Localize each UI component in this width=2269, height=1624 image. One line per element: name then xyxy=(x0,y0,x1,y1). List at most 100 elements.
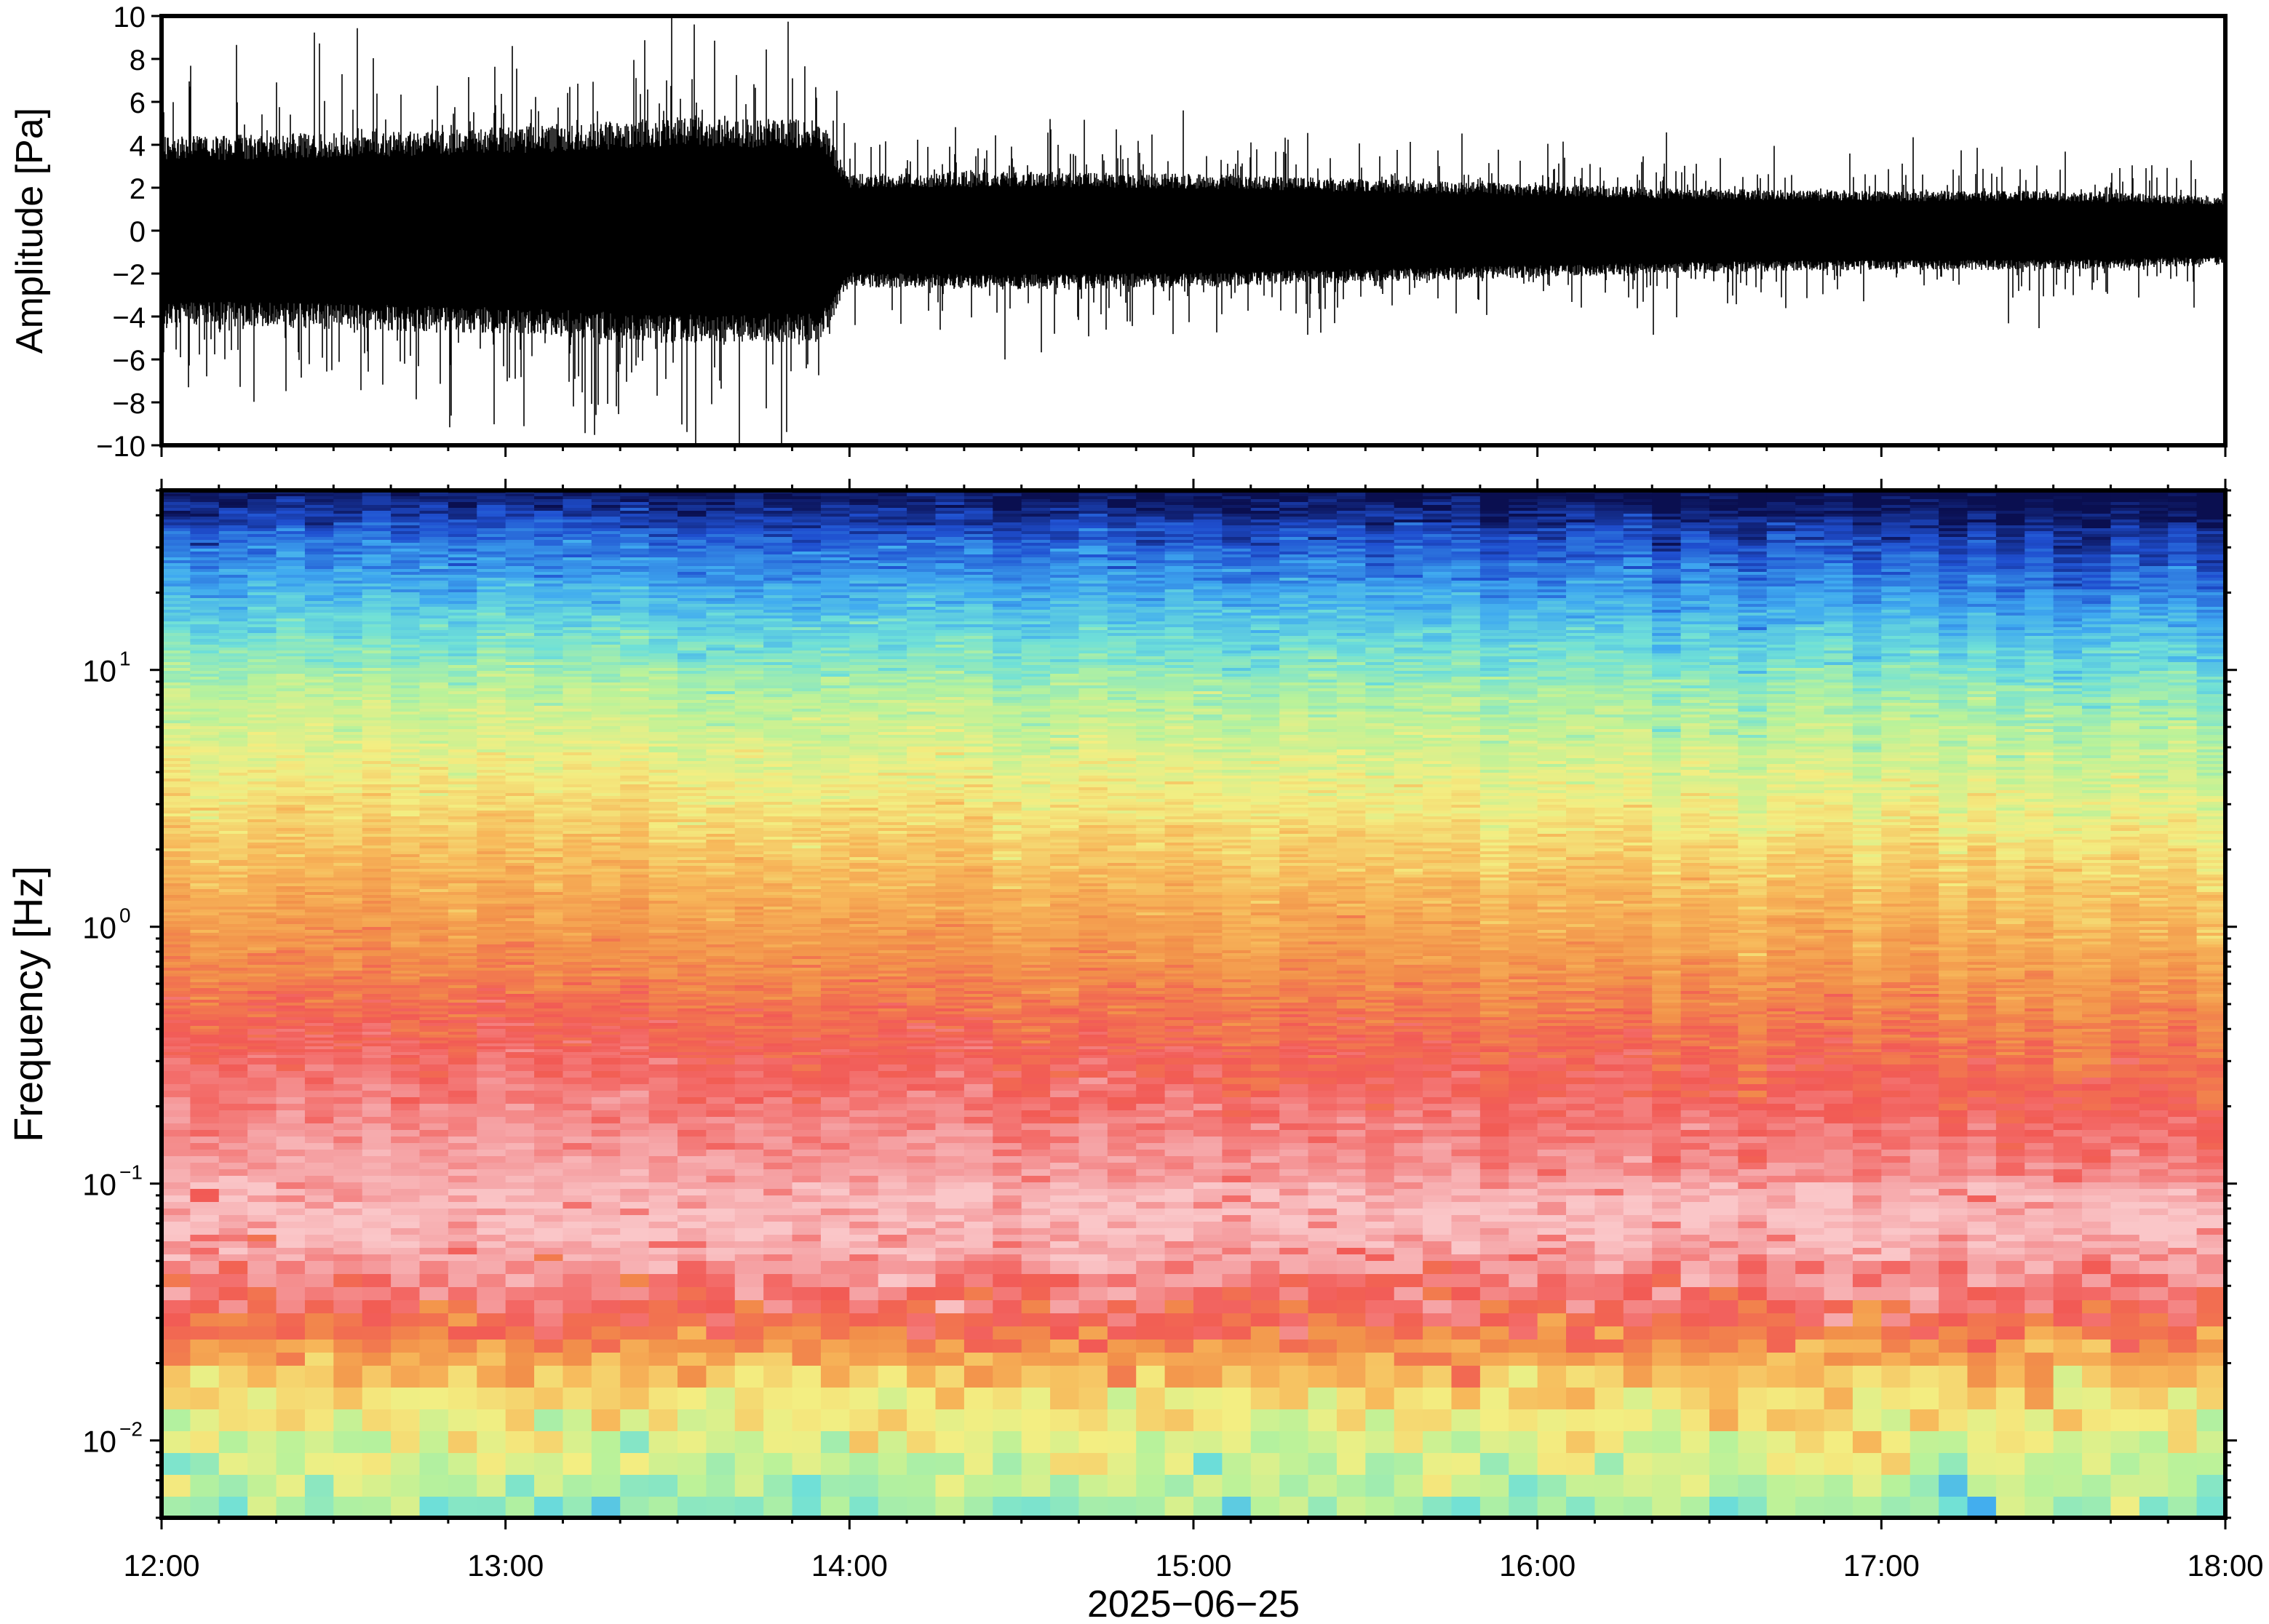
spectrogram-cell xyxy=(190,834,220,837)
spectrogram-cell xyxy=(448,709,477,712)
spectrogram-cell xyxy=(620,1104,650,1111)
spectrogram-cell xyxy=(333,744,363,747)
spectrogram-cell xyxy=(706,863,736,867)
spectrogram-cell xyxy=(477,1058,506,1065)
spectrogram-cell xyxy=(162,656,191,660)
spectrogram-cell xyxy=(247,854,277,858)
spectrogram-cell xyxy=(677,624,707,628)
spectrogram-cell xyxy=(333,822,363,826)
spectrogram-cell xyxy=(648,895,678,899)
spectrogram-cell xyxy=(648,1202,678,1209)
spectrogram-cell xyxy=(276,822,306,826)
spectrogram-cell xyxy=(648,1003,678,1006)
spectrogram-cell xyxy=(362,799,392,803)
spectrogram-cell xyxy=(677,581,707,584)
spectrogram-cell xyxy=(448,1195,477,1203)
spectrogram-cell xyxy=(419,1078,449,1085)
spectrogram-cell xyxy=(477,729,506,733)
spectrogram-cell xyxy=(162,639,191,642)
spectrogram-cell xyxy=(505,779,535,782)
spectrogram-cell xyxy=(563,1078,592,1085)
spectrogram-cell xyxy=(534,1261,564,1275)
spectrogram-cell xyxy=(563,799,592,803)
spectrogram-cell xyxy=(734,773,764,776)
spectrogram-cell xyxy=(706,604,736,608)
spectrogram-cell xyxy=(276,770,306,773)
spectrogram-cell xyxy=(677,805,707,808)
spectrogram-cell xyxy=(591,656,621,660)
spectrogram-cell xyxy=(362,645,392,648)
spectrogram-cell xyxy=(333,1023,363,1027)
spectrogram-cell xyxy=(448,1000,477,1003)
spectrogram-cell xyxy=(391,618,421,622)
spectrogram-cell xyxy=(190,621,220,625)
spectrogram-cell xyxy=(677,755,707,759)
spectrogram-cell xyxy=(304,712,334,715)
spectrogram-cell xyxy=(677,738,707,741)
spectrogram-cell xyxy=(677,1497,707,1518)
spectrogram-cell xyxy=(563,907,592,910)
spectrogram-cell xyxy=(419,528,449,532)
spectrogram-cell xyxy=(534,642,564,645)
spectrogram-cell xyxy=(563,974,592,977)
spectrogram-cell xyxy=(448,1123,477,1131)
spectrogram-cell xyxy=(333,770,363,773)
spectrogram-cell xyxy=(333,586,363,590)
spectrogram-cell xyxy=(591,1169,621,1177)
spectrogram-cell xyxy=(505,819,535,823)
spectrogram-cell xyxy=(620,787,650,791)
spectrogram-cell xyxy=(419,642,449,645)
spectrogram-cell xyxy=(505,502,535,506)
spectrogram-cell xyxy=(677,621,707,625)
spectrogram-cell xyxy=(734,563,764,567)
spectrogram-cell xyxy=(563,752,592,756)
spectrogram-cell xyxy=(477,828,506,832)
spectrogram-cell xyxy=(362,1228,392,1235)
spectrogram-cell xyxy=(190,1137,220,1144)
spectrogram-cell xyxy=(247,1123,277,1131)
spectrogram-cell xyxy=(304,953,334,957)
spectrogram-cell xyxy=(162,816,191,820)
spectrogram-cell xyxy=(247,645,277,648)
spectrogram-cell xyxy=(534,997,564,1000)
spectrogram-cell xyxy=(591,965,621,968)
spectrogram-cell xyxy=(505,781,535,785)
spectrogram-cell xyxy=(677,991,707,995)
spectrogram-cell xyxy=(591,749,621,753)
spectrogram-cell xyxy=(648,854,678,858)
spectrogram-cell xyxy=(563,1261,592,1275)
spectrogram-cell xyxy=(591,549,621,552)
spectrogram-cell xyxy=(505,581,535,584)
spectrogram-cell xyxy=(304,837,334,840)
spectrogram-cell xyxy=(591,668,621,672)
spectrogram-cell xyxy=(534,825,564,829)
spectrogram-cell xyxy=(162,1097,191,1104)
spectrogram-cell xyxy=(477,805,506,808)
spectrogram-cell xyxy=(391,642,421,645)
spectrogram-cell xyxy=(419,944,449,948)
spectrogram-cell xyxy=(706,656,736,660)
spectrogram-cell xyxy=(591,595,621,599)
spectrogram-cell xyxy=(333,1123,363,1131)
spectrogram-cell xyxy=(505,1353,535,1366)
spectrogram-cell xyxy=(534,706,564,709)
spectrogram-cell xyxy=(706,979,736,983)
spectrogram-cell xyxy=(276,1189,306,1196)
spectrogram-cell xyxy=(391,1023,421,1027)
spectrogram-cell xyxy=(620,962,650,966)
spectrogram-cell xyxy=(162,1052,191,1056)
spectrogram-cell xyxy=(534,592,564,596)
spectrogram-cell xyxy=(162,886,191,890)
spectrogram-cell xyxy=(648,1300,678,1314)
spectrogram-cell xyxy=(391,691,421,695)
spectrogram-cell xyxy=(419,1049,449,1053)
spectrogram-cell xyxy=(276,968,306,971)
spectrogram-cell xyxy=(333,912,363,916)
spectrogram-cell xyxy=(677,1038,707,1041)
spectrogram-cell xyxy=(419,682,449,686)
spectrogram-cell xyxy=(419,712,449,715)
spectrogram-cell xyxy=(304,863,334,867)
spectrogram-cell xyxy=(362,668,392,672)
spectrogram-cell xyxy=(505,1222,535,1229)
